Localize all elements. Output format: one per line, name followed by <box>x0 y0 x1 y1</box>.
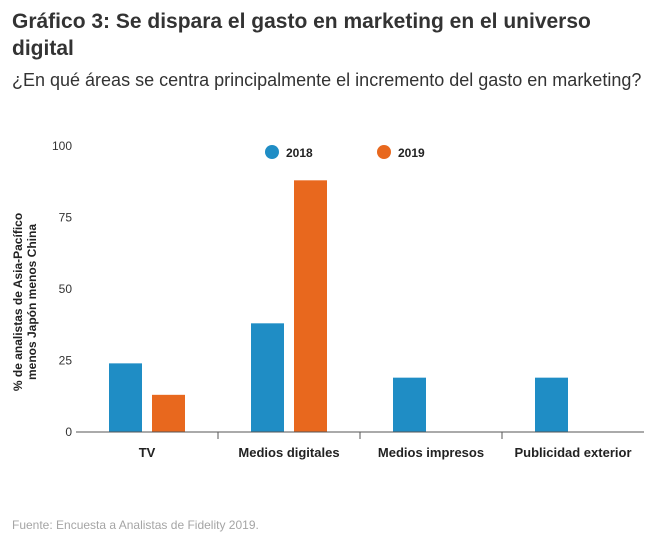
bar-2018-1 <box>251 323 284 432</box>
chart-subtitle: ¿En qué áreas se centra principalmente e… <box>12 70 642 90</box>
y-tick-label: 100 <box>52 139 72 153</box>
y-tick-label: 25 <box>59 354 73 368</box>
y-tick-label: 50 <box>59 282 73 296</box>
bar-2019-0 <box>152 394 185 432</box>
bar-2018-3 <box>535 377 568 432</box>
y-tick-label: 75 <box>59 211 73 225</box>
x-category-label: Publicidad exterior <box>514 445 631 460</box>
x-axis-categories: TV Medios digitales Medios impresos Publici… <box>139 432 632 460</box>
legend-marker-2018 <box>265 145 279 159</box>
source-note: Fuente: Encuesta a Analistas de Fidelity… <box>12 518 259 532</box>
x-category-label: Medios digitales <box>238 445 339 460</box>
y-axis-ticks: 0 25 50 75 100 <box>52 139 72 439</box>
legend-marker-2019 <box>377 145 391 159</box>
y-axis-title: % de analistas de Asia-Pacíficomenos Jap… <box>11 213 39 391</box>
x-category-label: TV <box>139 445 156 460</box>
legend-label: 2018 <box>286 146 313 160</box>
bar-2018-2 <box>393 377 426 432</box>
y-axis-label: % de analistas de Asia-Pacíficomenos Jap… <box>11 213 39 391</box>
y-tick-label: 0 <box>65 425 72 439</box>
y-axis-label-line: menos Japón menos China <box>25 224 39 380</box>
legend: 2018 2019 <box>265 145 425 160</box>
legend-label: 2019 <box>398 146 425 160</box>
y-axis-label-line: % de analistas de Asia-Pacífico <box>11 213 25 391</box>
chart-title: Gráfico 3: Se dispara el gasto en market… <box>12 10 591 60</box>
bar-2018-0 <box>109 363 142 432</box>
bars <box>109 180 568 432</box>
bar-2019-1 <box>294 180 327 432</box>
x-category-label: Medios impresos <box>378 445 484 460</box>
